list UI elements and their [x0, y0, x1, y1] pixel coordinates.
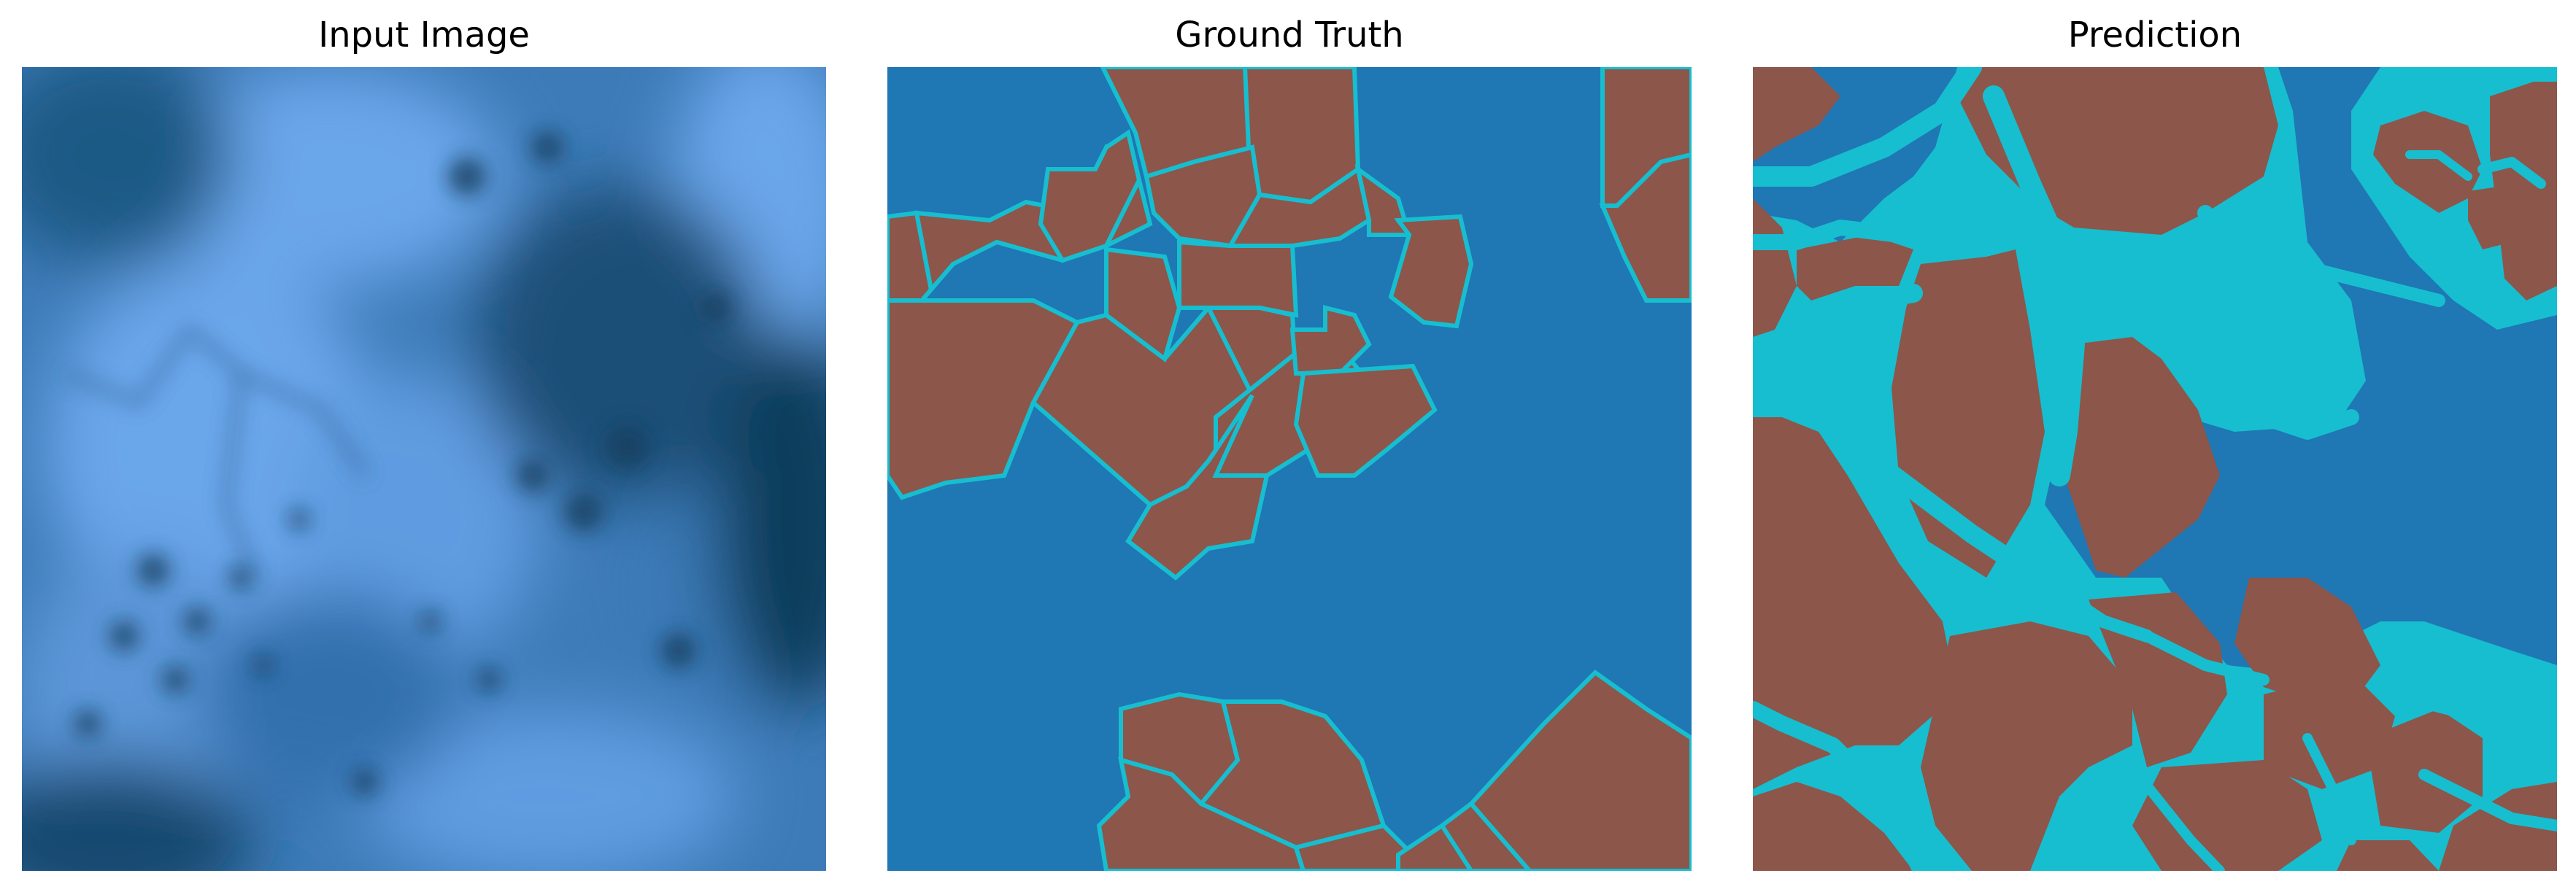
prediction-panel: Prediction — [1753, 0, 2557, 892]
ground-truth-title: Ground Truth — [1175, 15, 1404, 55]
ground-truth-panel: Ground Truth — [887, 0, 1692, 892]
input-image — [22, 67, 826, 871]
input-image-panel: Input Image — [22, 0, 826, 892]
input-image-title: Input Image — [318, 15, 530, 55]
ground-truth-mask — [887, 67, 1692, 871]
prediction-mask — [1753, 67, 2557, 871]
prediction-title: Prediction — [2067, 15, 2243, 55]
